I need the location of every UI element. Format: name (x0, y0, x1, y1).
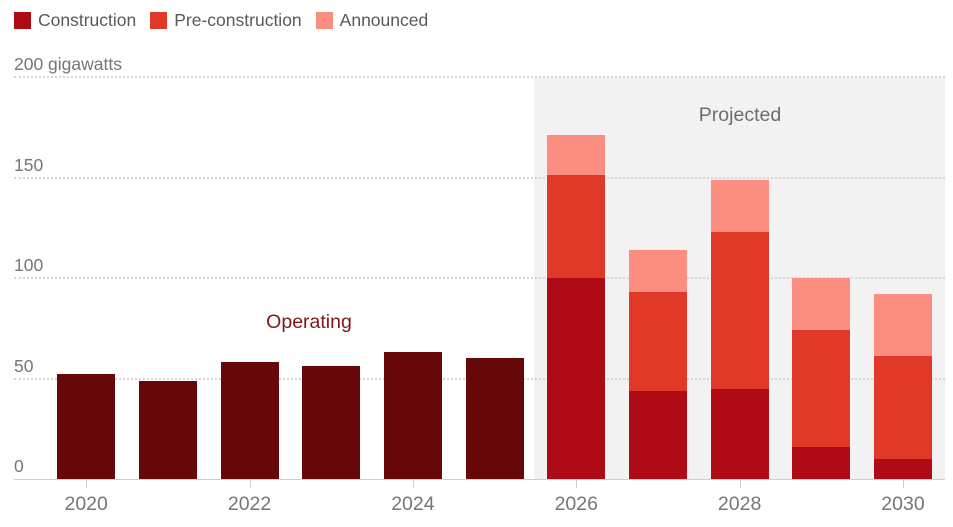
x-axis-tick-2028 (739, 480, 741, 488)
bar-2029-construction (792, 446, 851, 479)
gridline-200 (14, 76, 945, 78)
bar-2029-announced (792, 278, 851, 331)
projected-annotation: Projected (698, 104, 782, 126)
x-axis-label-2024: 2024 (391, 493, 435, 515)
x-axis-tick-2026 (576, 480, 578, 488)
x-axis-line (14, 479, 945, 480)
x-axis-label-2028: 2028 (717, 493, 762, 515)
bar-2027-pre-construction (628, 292, 687, 391)
x-axis-label-2026: 2026 (554, 493, 598, 515)
y-axis-label-50: 50 (14, 355, 34, 376)
bar-2022-operating (220, 362, 279, 479)
x-axis-tick-2020 (86, 480, 88, 488)
bar-2030-construction (874, 458, 932, 479)
gridline-100 (14, 277, 945, 279)
pre-construction-swatch-icon (150, 12, 168, 30)
bar-2026-announced (547, 135, 606, 176)
bar-2027-announced (628, 249, 687, 293)
bar-2026-construction (547, 278, 606, 479)
x-axis-tick-2030 (903, 480, 904, 488)
x-axis-tick-2022 (249, 480, 251, 488)
y-axis-label-150: 150 (14, 154, 44, 175)
x-axis-label-2020: 2020 (64, 493, 108, 515)
bar-2024-operating (383, 352, 442, 479)
x-axis-label-2030: 2030 (881, 493, 925, 515)
legend-label-pre-construction: Pre-construction (174, 10, 302, 30)
legend: Construction Pre-construction Announced (14, 10, 429, 30)
x-axis-label-2022: 2022 (227, 493, 272, 515)
announced-swatch-icon (315, 12, 333, 30)
bar-2025-operating (465, 358, 524, 479)
legend-item-pre-construction: Pre-construction (150, 10, 302, 30)
legend-label-construction: Construction (38, 10, 137, 30)
legend-item-announced: Announced (315, 10, 429, 30)
bar-2028-pre-construction (710, 231, 769, 389)
operating-annotation: Operating (266, 311, 352, 333)
bar-2026-pre-construction (547, 175, 606, 278)
bar-2023-operating (302, 366, 361, 479)
bar-2028-announced (710, 179, 769, 232)
bar-2028-construction (710, 388, 769, 479)
bar-2021-operating (138, 380, 197, 479)
legend-item-construction: Construction (14, 10, 137, 30)
y-axis-label-100: 100 (14, 255, 44, 275)
bar-2030-announced (874, 294, 932, 357)
construction-swatch-icon (14, 12, 31, 30)
bar-2027-construction (628, 390, 687, 479)
bar-2030-pre-construction (874, 356, 932, 459)
y-axis-label-200: 200 gigawatts (14, 54, 122, 74)
gridline-150 (14, 176, 945, 179)
x-axis-tick-2024 (412, 480, 414, 488)
bar-2020-operating (57, 374, 116, 479)
legend-label-announced: Announced (339, 10, 429, 30)
y-axis-label-0: 0 (14, 456, 24, 476)
bar-2029-pre-construction (792, 330, 851, 447)
